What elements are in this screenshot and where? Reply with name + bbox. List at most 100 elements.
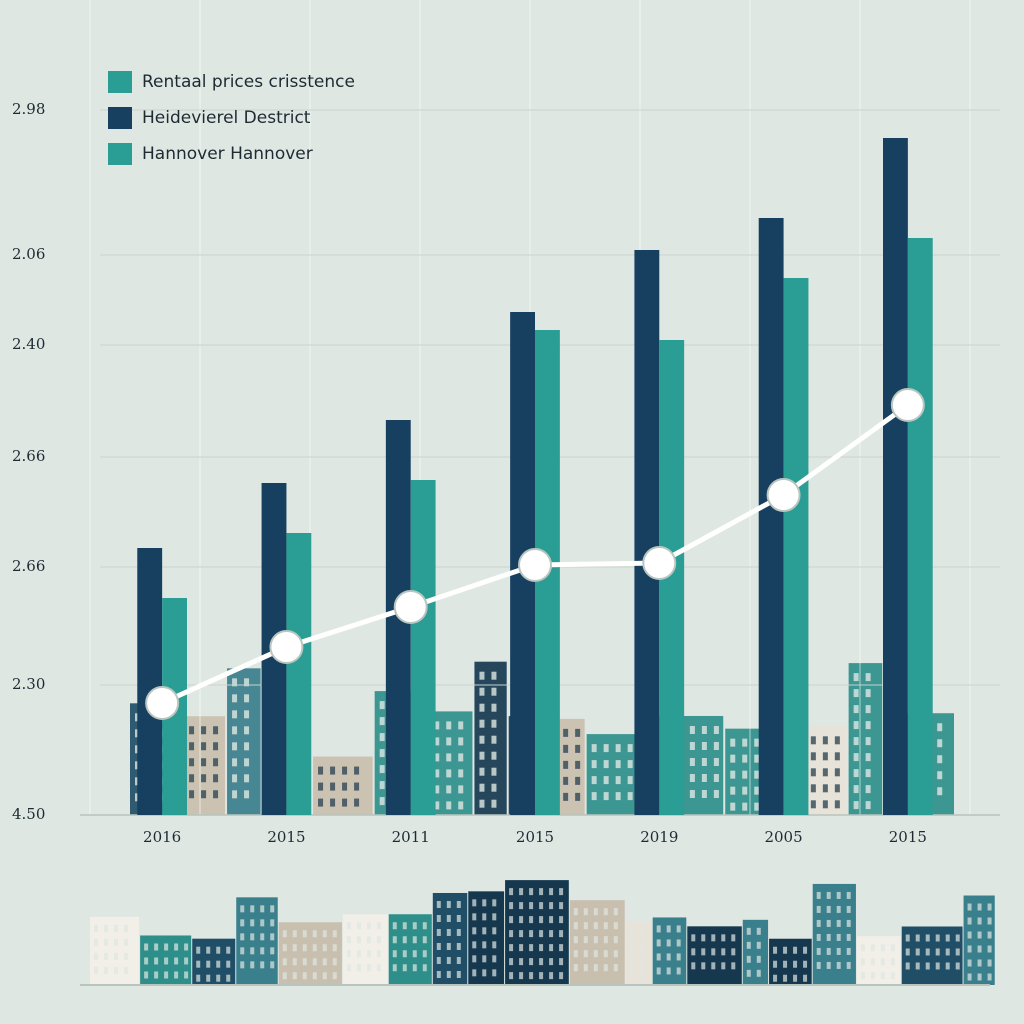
window [742,802,748,811]
window [846,905,851,913]
y-tick-label: 2.06 [12,245,45,263]
window [482,899,487,907]
window [458,737,464,746]
window [226,960,231,968]
window [870,972,875,980]
legend: Rentaal prices crisstence Heidevierel Des… [108,71,355,165]
window [549,902,554,910]
x-tick-label: 2019 [640,828,678,846]
window [603,744,609,753]
window [559,958,564,966]
window [977,959,982,967]
window [491,687,497,696]
window [865,737,871,746]
window [691,962,696,970]
window [955,962,960,970]
window [379,797,385,806]
window [201,758,207,767]
window [860,958,865,966]
window [925,962,930,970]
window [603,922,608,930]
window [846,933,851,941]
window [945,948,950,956]
window [104,966,108,974]
window [292,972,297,980]
window [164,943,169,951]
window [730,770,736,779]
window [603,908,608,916]
window [826,961,831,969]
window [491,703,497,712]
window [754,770,760,779]
window [865,721,871,730]
window [822,800,828,809]
window [434,769,440,778]
window [342,798,348,807]
window [244,742,250,751]
window [754,786,760,795]
window [676,953,681,961]
window [987,917,992,925]
window [292,958,297,966]
window [816,961,821,969]
window [853,721,859,730]
bar [286,533,312,815]
window [201,790,207,799]
window [865,769,871,778]
line-point [145,686,180,720]
window [689,725,695,734]
window [491,671,497,680]
window [201,742,207,751]
window [196,974,201,982]
window [711,962,716,970]
window [563,728,569,737]
window [559,972,564,980]
window [232,694,238,703]
window [783,960,788,968]
window [713,773,719,782]
window [701,789,707,798]
window [713,757,719,766]
line-point [269,630,304,664]
window [458,721,464,730]
window [656,967,661,975]
window [354,782,360,791]
window [689,773,695,782]
window [332,972,337,980]
window [250,947,255,955]
window [446,801,452,810]
window [312,972,317,980]
window [196,946,201,954]
window [721,934,726,942]
window [509,916,514,924]
window [860,972,865,980]
window [270,961,275,969]
window [711,934,716,942]
window [573,922,578,930]
window [691,948,696,956]
window [756,927,761,935]
window [282,958,287,966]
window [756,955,761,963]
window [746,941,751,949]
window [124,966,128,974]
window [456,970,461,978]
window [292,930,297,938]
window [721,948,726,956]
window [783,974,788,982]
window [853,673,859,682]
building [505,880,569,985]
window [701,948,706,956]
window [746,927,751,935]
window [754,738,760,747]
window [853,785,859,794]
window [573,936,578,944]
window [756,969,761,977]
window [479,687,485,696]
window [915,934,920,942]
window [731,962,736,970]
window [701,962,706,970]
window [492,927,497,935]
window [731,934,736,942]
line-point [890,388,925,422]
